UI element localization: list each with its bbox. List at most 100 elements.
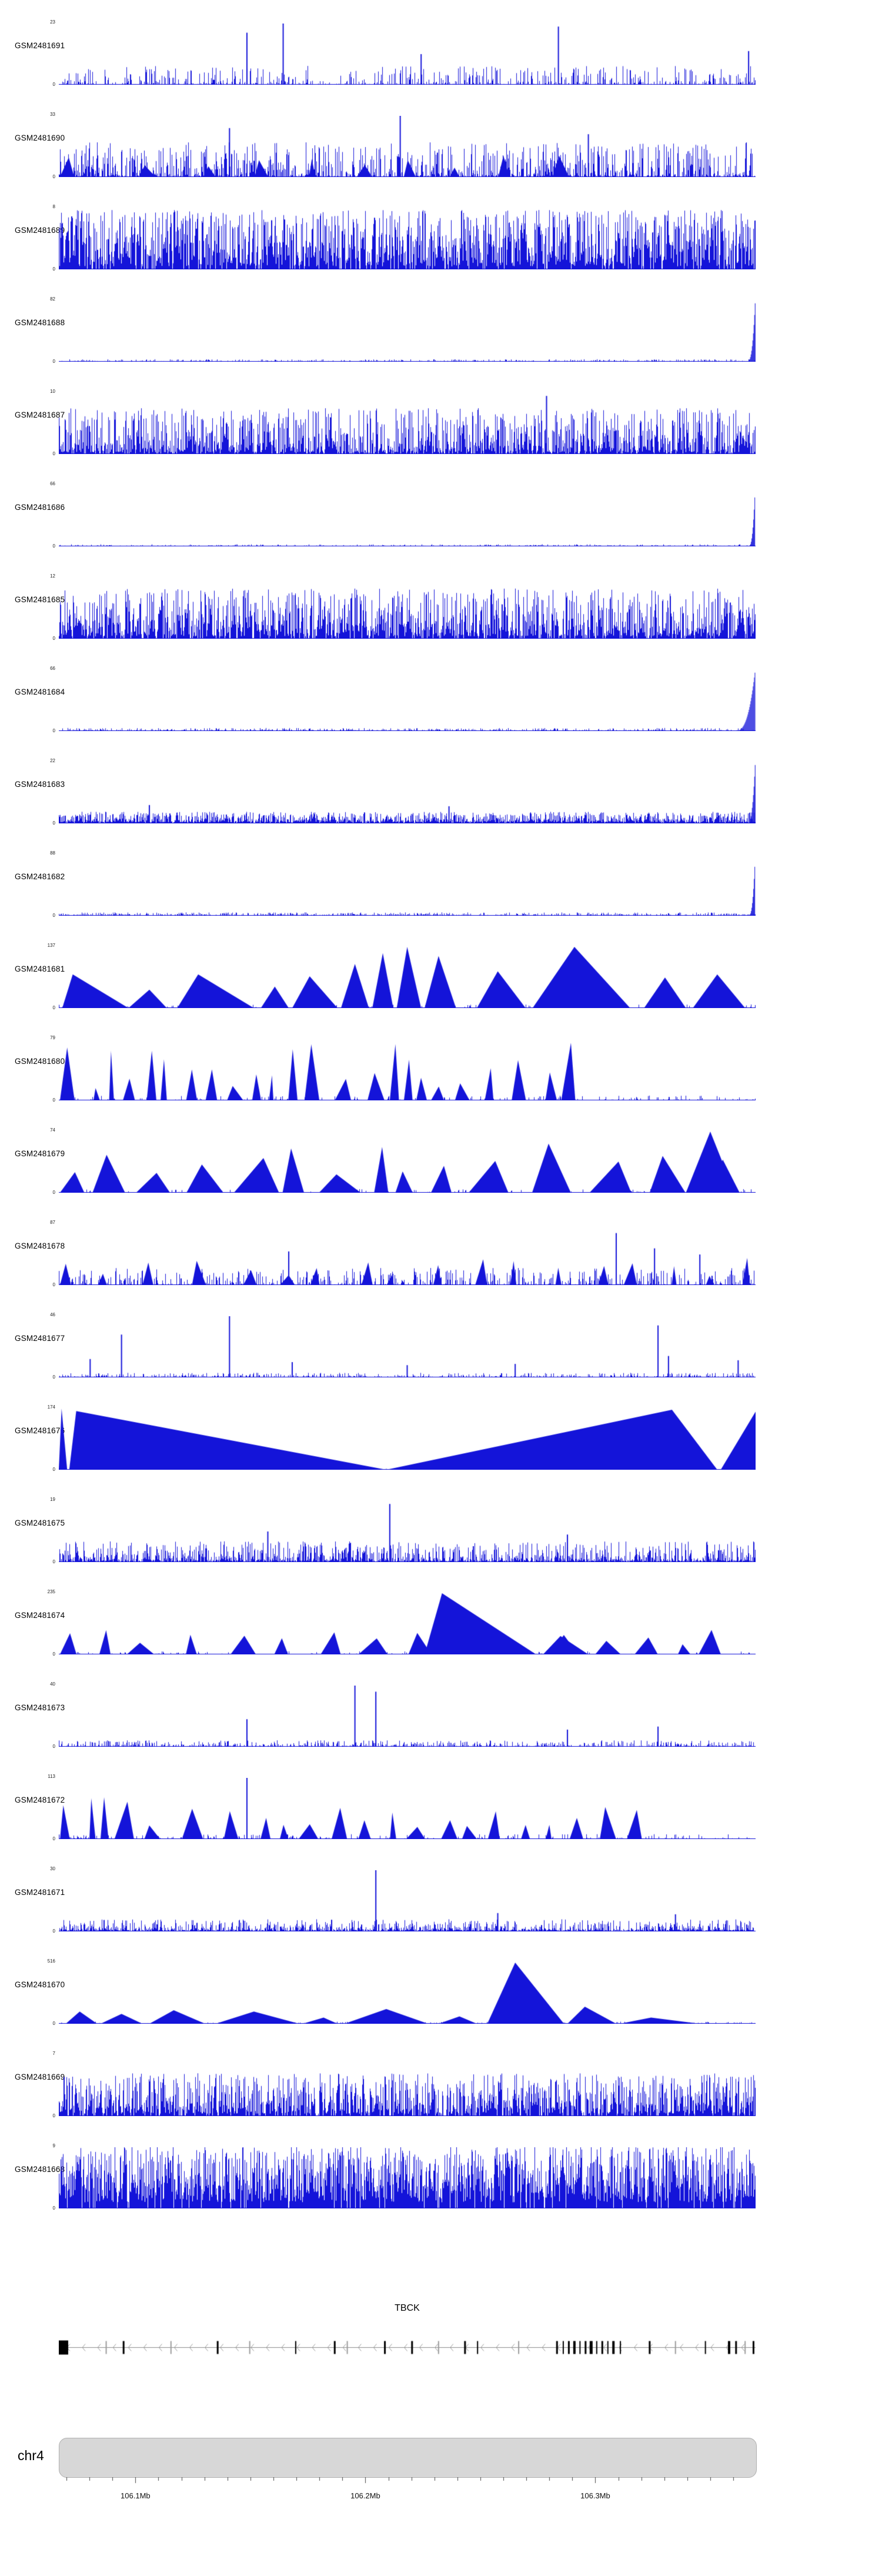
signal-plot — [59, 1870, 756, 1931]
track-row: GSM2481668 9 0 — [0, 2141, 882, 2234]
signal-plot — [59, 855, 756, 916]
y-axis-max: 33 — [50, 112, 55, 117]
y-axis-max: 19 — [50, 1497, 55, 1502]
signal-plot — [59, 1316, 756, 1377]
track-label: GSM2481675 — [15, 1519, 65, 1527]
y-axis-min: 0 — [52, 2205, 55, 2211]
y-axis-max: 113 — [48, 1774, 55, 1779]
y-axis-min: 0 — [52, 359, 55, 364]
track-label: GSM2481672 — [15, 1796, 65, 1804]
chromosome-track: chr4 106.1Mb 106.2Mb 106.3Mb — [0, 2435, 882, 2541]
signal-plot — [59, 301, 756, 362]
y-axis-min: 0 — [52, 913, 55, 918]
track-row: GSM2481674 235 0 — [0, 1587, 882, 1680]
y-axis-min: 0 — [52, 266, 55, 272]
signal-plot — [59, 1132, 756, 1193]
track-label: GSM2481676 — [15, 1426, 65, 1435]
track-row: GSM2481676 174 0 — [0, 1403, 882, 1495]
signal-plot — [59, 116, 756, 177]
coordinate-axis — [59, 2477, 756, 2487]
signal-plot — [59, 1686, 756, 1747]
track-label: GSM2481685 — [15, 595, 65, 604]
signal-plot — [59, 24, 756, 85]
y-axis-max: 235 — [47, 1589, 55, 1594]
signal-plot — [59, 1224, 756, 1285]
signal-plot — [59, 2055, 756, 2116]
track-row: GSM2481687 10 0 — [0, 387, 882, 479]
y-axis-min: 0 — [52, 820, 55, 826]
track-row: GSM2481682 88 0 — [0, 849, 882, 941]
signal-plot — [59, 2147, 756, 2208]
y-axis-min: 0 — [52, 82, 55, 87]
track-label: GSM2481690 — [15, 134, 65, 142]
track-row: GSM2481688 82 0 — [0, 295, 882, 387]
y-axis-min: 0 — [52, 1005, 55, 1010]
y-axis-min: 0 — [52, 636, 55, 641]
track-row: GSM2481681 137 0 — [0, 941, 882, 1033]
y-axis-min: 0 — [52, 174, 55, 179]
track-row: GSM2481686 66 0 — [0, 479, 882, 572]
y-axis-max: 9 — [52, 2143, 55, 2148]
track-label: GSM2481683 — [15, 780, 65, 789]
signal-plot — [59, 1501, 756, 1562]
track-label: GSM2481670 — [15, 1980, 65, 1989]
track-label: GSM2481688 — [15, 318, 65, 327]
track-row: GSM2481690 33 0 — [0, 110, 882, 202]
signal-plot — [59, 947, 756, 1008]
signal-plot — [59, 578, 756, 639]
track-label: GSM2481671 — [15, 1888, 65, 1897]
track-label: GSM2481668 — [15, 2165, 65, 2174]
track-label: GSM2481673 — [15, 1703, 65, 1712]
y-axis-max: 66 — [50, 481, 55, 486]
axis-tick-label: 106.1Mb — [121, 2491, 151, 2500]
track-row: GSM2481683 22 0 — [0, 756, 882, 849]
y-axis-min: 0 — [52, 2113, 55, 2118]
chromosome-label: chr4 — [18, 2448, 44, 2463]
y-axis-min: 0 — [52, 1097, 55, 1103]
y-axis-max: 8 — [52, 204, 55, 209]
y-axis-max: 74 — [50, 1127, 55, 1133]
y-axis-max: 23 — [50, 19, 55, 25]
y-axis-min: 0 — [52, 1651, 55, 1657]
signal-plot — [59, 485, 756, 546]
track-row: GSM2481679 74 0 — [0, 1126, 882, 1218]
y-axis-max: 87 — [50, 1220, 55, 1225]
signal-plot — [59, 1963, 756, 2024]
y-axis-max: 88 — [50, 850, 55, 856]
track-label: GSM2481674 — [15, 1611, 65, 1620]
y-axis-min: 0 — [52, 1467, 55, 1472]
y-axis-min: 0 — [52, 1928, 55, 1934]
track-row: GSM2481672 113 0 — [0, 1772, 882, 1864]
y-axis-max: 79 — [50, 1035, 55, 1040]
track-label: GSM2481686 — [15, 503, 65, 512]
gene-track: TBCK — [0, 2234, 882, 2387]
track-label: GSM2481682 — [15, 872, 65, 881]
track-label: GSM2481689 — [15, 226, 65, 235]
signal-plot — [59, 1593, 756, 1654]
y-axis-max: 516 — [47, 1958, 55, 1964]
y-axis-max: 46 — [50, 1312, 55, 1317]
y-axis-min: 0 — [52, 728, 55, 733]
signal-plot — [59, 670, 756, 731]
track-row: GSM2481669 7 0 — [0, 2049, 882, 2141]
signal-plot — [59, 1778, 756, 1839]
track-row: GSM2481685 12 0 — [0, 572, 882, 664]
track-row: GSM2481691 23 0 — [0, 18, 882, 110]
y-axis-min: 0 — [52, 1374, 55, 1380]
y-axis-min: 0 — [52, 1836, 55, 1841]
y-axis-max: 66 — [50, 666, 55, 671]
signal-plot — [59, 762, 756, 823]
axis-tick-label: 106.2Mb — [350, 2491, 380, 2500]
track-row: GSM2481670 516 0 — [0, 1957, 882, 2049]
track-row: GSM2481673 40 0 — [0, 1680, 882, 1772]
y-axis-max: 22 — [50, 758, 55, 763]
track-row: GSM2481675 19 0 — [0, 1495, 882, 1587]
y-axis-max: 10 — [50, 389, 55, 394]
y-axis-max: 174 — [47, 1404, 55, 1410]
track-label: GSM2481681 — [15, 965, 65, 973]
y-axis-max: 137 — [47, 943, 55, 948]
axis-tick-label: 106.3Mb — [580, 2491, 610, 2500]
track-label: GSM2481669 — [15, 2073, 65, 2081]
signal-plot — [59, 393, 756, 454]
